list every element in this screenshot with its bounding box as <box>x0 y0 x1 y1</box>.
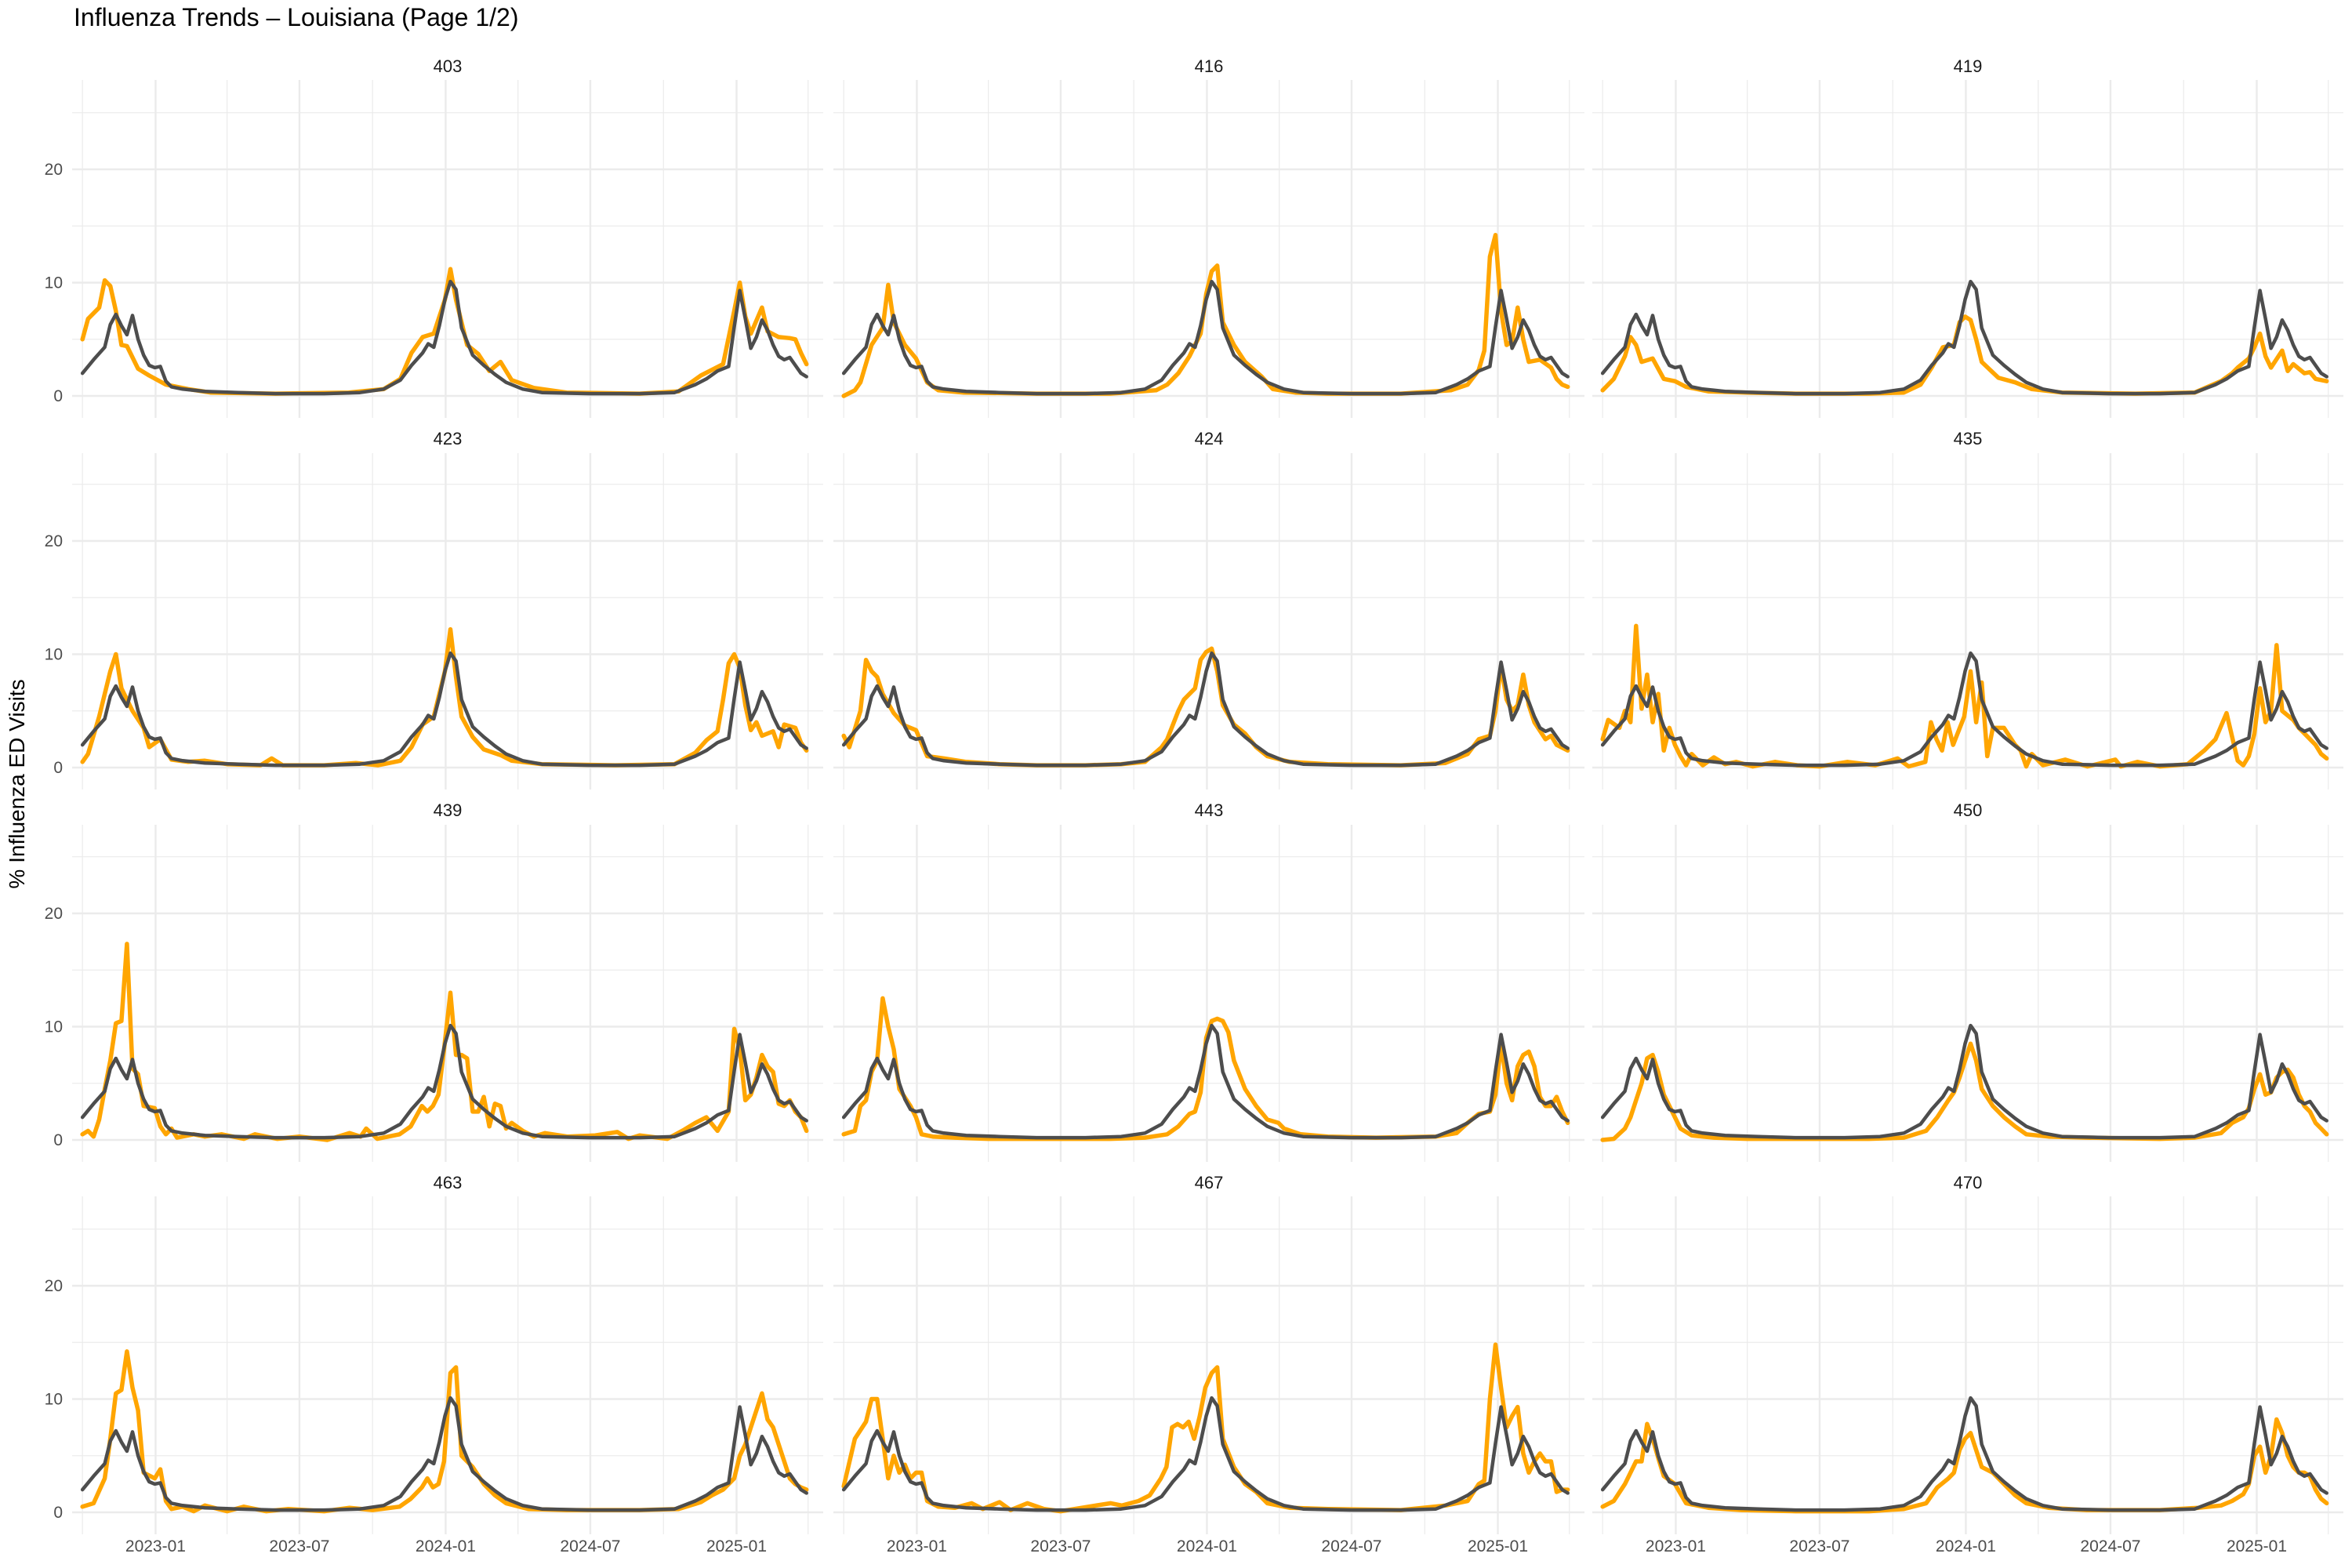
reference-series-line <box>80 1023 808 1140</box>
reference-series-line <box>841 1396 1570 1512</box>
reference-series-line <box>841 1023 1570 1140</box>
series-line-463 <box>80 1349 809 1514</box>
x-tick-label: 2024-01 <box>416 1537 476 1555</box>
facet-label: 470 <box>1954 1173 1983 1192</box>
x-tick-label: 2025-01 <box>706 1537 767 1555</box>
series-line-424 <box>841 646 1570 768</box>
y-tick-label: 20 <box>45 161 63 179</box>
facet-panel-450: 450 <box>1592 800 2343 1162</box>
x-tick-label: 2025-01 <box>2227 1537 2287 1555</box>
reference-series-line <box>1600 651 2328 768</box>
facet-label: 423 <box>434 429 463 448</box>
y-tick-label: 20 <box>45 1277 63 1295</box>
y-tick-label: 10 <box>45 274 63 292</box>
reference-series-line <box>80 651 808 768</box>
reference-series-line <box>1600 1023 2328 1140</box>
facet-panel-463: 463 0 10 20 2023-01 2023-07 2024-01 2024-07 2025… <box>45 1173 823 1555</box>
y-tick-label: 0 <box>53 1504 63 1522</box>
series-line-403 <box>80 267 809 396</box>
reference-series-line <box>80 279 808 396</box>
reference-series-line <box>1600 279 2328 396</box>
series-line-435 <box>1600 623 2329 769</box>
x-tick-label: 2024-07 <box>2080 1537 2140 1555</box>
y-tick-label: 0 <box>53 387 63 405</box>
facet-panel-470: 470 2023-01 2023-07 2024-01 2024-07 2025-01 <box>1592 1173 2343 1555</box>
x-tick-label: 2025-01 <box>1468 1537 1528 1555</box>
x-tick-label: 2024-07 <box>1321 1537 1381 1555</box>
facet-panel-423: 423 0 10 20 <box>45 429 823 789</box>
facet-panel-467: 467 2023-01 2023-07 2024-01 2024-07 2025-01 <box>833 1173 1584 1555</box>
facet-label: 439 <box>434 800 463 820</box>
x-tick-label: 2023-07 <box>269 1537 329 1555</box>
facet-label: 435 <box>1954 429 1983 448</box>
series-line-423 <box>80 626 809 768</box>
facet-label: 424 <box>1195 429 1224 448</box>
x-tick-label: 2023-01 <box>125 1537 186 1555</box>
y-tick-label: 10 <box>45 1391 63 1409</box>
facet-panel-419: 419 <box>1592 56 2343 418</box>
x-tick-label: 2024-01 <box>1936 1537 1996 1555</box>
x-tick-label: 2023-01 <box>887 1537 947 1555</box>
x-tick-label: 2024-07 <box>560 1537 620 1555</box>
facet-label: 450 <box>1954 800 1983 820</box>
y-tick-label: 20 <box>45 532 63 550</box>
reference-series-line <box>80 1396 808 1512</box>
facet-label: 419 <box>1954 56 1983 76</box>
x-tick-label: 2023-01 <box>1646 1537 1706 1555</box>
facet-panel-416: 416 <box>833 56 1584 418</box>
x-tick-label: 2024-01 <box>1177 1537 1237 1555</box>
facet-panel-443: 443 <box>833 800 1584 1162</box>
reference-series-line <box>1600 1396 2328 1512</box>
facet-panel-435: 435 <box>1592 429 2343 789</box>
facet-label: 467 <box>1195 1173 1224 1192</box>
y-tick-label: 10 <box>45 646 63 664</box>
chart-title: Influenza Trends – Louisiana (Page 1/2) <box>74 3 519 31</box>
reference-series-line <box>841 651 1570 768</box>
facet-panel-439: 439 0 10 20 <box>45 800 823 1162</box>
y-tick-label: 0 <box>53 1131 63 1149</box>
facet-panel-424: 424 <box>833 429 1584 789</box>
facet-label: 443 <box>1195 800 1224 820</box>
facet-label: 416 <box>1195 56 1224 76</box>
y-tick-label: 10 <box>45 1018 63 1036</box>
series-line-467 <box>841 1342 1570 1514</box>
reference-series-line <box>841 279 1570 396</box>
facet-panel-403: 403 0 10 20 <box>45 56 823 418</box>
y-tick-label: 0 <box>53 759 63 777</box>
facet-label: 463 <box>434 1173 463 1192</box>
series-line-419 <box>1600 314 2329 396</box>
x-tick-label: 2023-07 <box>1789 1537 1849 1555</box>
y-tick-label: 20 <box>45 905 63 923</box>
series-line-416 <box>841 233 1570 398</box>
series-line-443 <box>841 996 1570 1142</box>
x-tick-label: 2023-07 <box>1030 1537 1091 1555</box>
facet-label: 403 <box>434 56 463 76</box>
series-line-470 <box>1600 1417 2329 1514</box>
